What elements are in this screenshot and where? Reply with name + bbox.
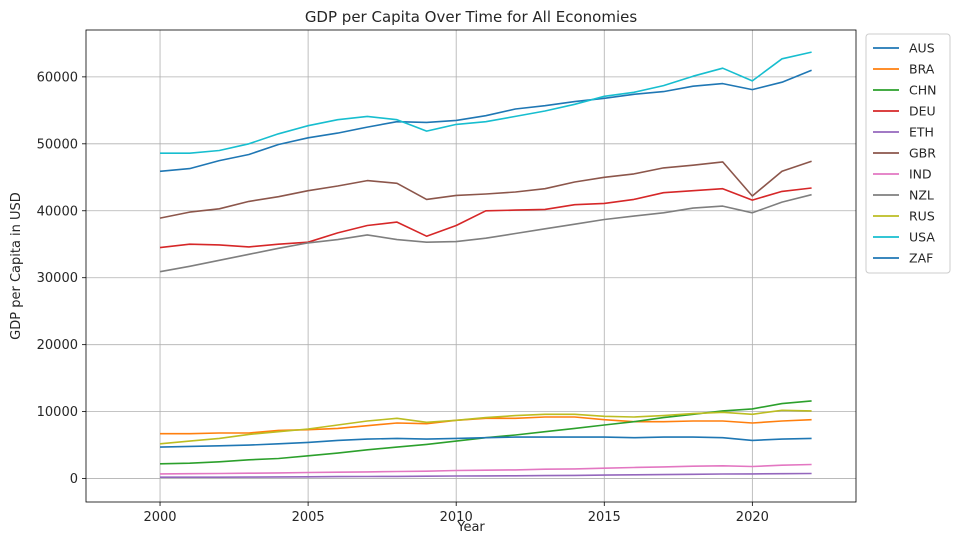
legend-label: GBR [909,146,936,161]
x-tick-label: 2000 [143,510,176,525]
y-tick-label: 20000 [37,338,78,353]
y-tick-label: 30000 [37,271,78,286]
legend-label: RUS [909,209,935,224]
series-lines [159,51,812,479]
legend-label: ETH [909,125,934,140]
y-tick-label: 0 [70,472,78,487]
legend-label: NZL [909,188,934,203]
grid-lines [86,30,856,502]
y-tick-label: 40000 [37,204,78,219]
x-tick-label: 2010 [440,510,473,525]
series-line-usa [160,51,812,154]
legend-label: DEU [909,104,936,119]
legend-label: BRA [909,62,935,77]
series-line-eth [160,472,812,479]
legend-label: IND [909,167,932,182]
axis-ticks: 2000 2005 2010 2015 2020 0 10000 20000 30000 4000… [37,70,769,525]
y-tick-label: 60000 [37,70,78,85]
series-line-gbr [159,160,812,219]
y-tick-label: 10000 [37,405,78,420]
series-line-ind [159,463,812,475]
chart-title: GDP per Capita Over Time for All Economi… [305,8,638,26]
series-line-aus [159,69,812,173]
plot-frame [85,29,857,503]
x-tick-label: 2005 [292,510,325,525]
series-line-nzl [159,193,812,273]
legend-label: AUS [909,41,935,56]
series-line-rus [159,409,812,445]
x-axis-label: Year [456,520,485,535]
series-line-deu [159,187,812,249]
legend-label: USA [909,230,935,245]
legend: AUS BRA CHN DEU ETH GBR IND NZL RUS USA ZAF [865,33,951,274]
y-tick-label: 50000 [37,137,78,152]
legend-label: ZAF [909,251,933,266]
x-tick-label: 2015 [588,510,621,525]
legend-label: CHN [909,83,936,98]
y-axis-label: GDP per Capita in USD [9,192,24,340]
x-tick-label: 2020 [736,510,769,525]
legend-box [865,33,951,274]
series-line-zaf [159,436,812,448]
